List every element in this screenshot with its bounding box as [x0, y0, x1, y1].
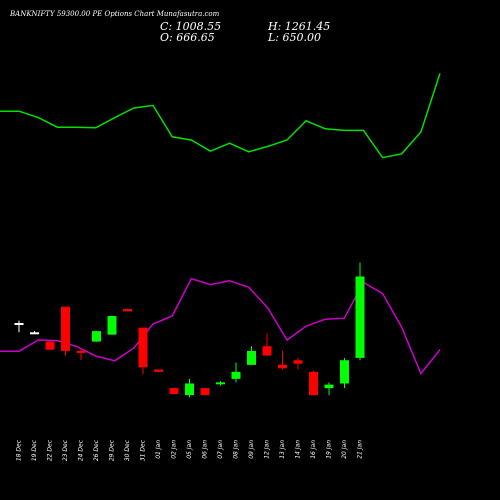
- x-tick-label: 22 Dec: [47, 439, 54, 461]
- upper-band-line: [0, 73, 441, 159]
- x-tick-label: 02 Jan: [171, 440, 178, 459]
- candle-body: [247, 350, 256, 365]
- candle-body: [309, 371, 318, 396]
- x-tick-label: 31 Dec: [140, 439, 147, 461]
- candle-body: [324, 384, 334, 389]
- candle-body: [278, 364, 287, 369]
- x-tick-label: 19 Dec: [31, 439, 38, 461]
- x-tick-label: 26 Dec: [93, 439, 100, 461]
- x-tick-label: 23 Dec: [62, 439, 69, 461]
- x-tick-label: 21 Jan: [357, 440, 364, 459]
- candle-body: [154, 369, 163, 372]
- candle-body: [45, 341, 55, 350]
- candle-body: [123, 309, 132, 312]
- x-tick-label: 20 Jan: [341, 440, 348, 459]
- candle-body: [340, 360, 349, 384]
- candle-body: [231, 371, 241, 379]
- x-tick-label: 18 Dec: [16, 439, 23, 461]
- candle-body: [138, 327, 148, 368]
- lower-band-line: [0, 277, 441, 376]
- x-tick-label: 14 Jan: [295, 440, 302, 459]
- candle-body: [293, 360, 303, 364]
- x-tick-label: 30 Dec: [124, 439, 131, 461]
- chart-title: BANKNIFTY 59300.00 PE Options Chart Muna…: [10, 10, 220, 18]
- x-tick-label: 01 Jan: [155, 440, 162, 459]
- high-value: H: 1261.45: [268, 20, 331, 33]
- candle-body: [262, 346, 272, 356]
- candle-body: [107, 316, 117, 335]
- x-tick-label: 12 Jan: [264, 440, 271, 459]
- x-tick-label: 29 Dec: [109, 439, 116, 461]
- x-tick-label: 16 Jan: [310, 440, 317, 459]
- candle-body: [200, 388, 210, 396]
- low-value: L: 650.00: [268, 31, 321, 44]
- candle-body: [92, 331, 101, 342]
- candle-body: [169, 388, 179, 394]
- x-tick-label: 24 Dec: [78, 439, 85, 461]
- candle-body: [76, 350, 86, 353]
- candle-body: [14, 323, 24, 325]
- candle-body: [30, 332, 39, 335]
- close-value: C: 1008.55: [160, 20, 222, 33]
- x-tick-label: 09 Jan: [248, 440, 255, 459]
- x-tick-label: 06 Jan: [202, 440, 209, 459]
- x-tick-label: 07 Jan: [217, 440, 224, 459]
- x-tick-label: 08 Jan: [233, 440, 240, 459]
- x-tick-label: 13 Jan: [279, 440, 286, 459]
- x-tick-label: 05 Jan: [186, 440, 193, 459]
- x-tick-label: 19 Jan: [326, 440, 333, 459]
- candle-body: [216, 382, 225, 385]
- candle-body: [185, 383, 194, 396]
- candle-body: [61, 306, 70, 351]
- candle-body: [355, 276, 365, 358]
- open-value: O: 666.65: [160, 31, 215, 44]
